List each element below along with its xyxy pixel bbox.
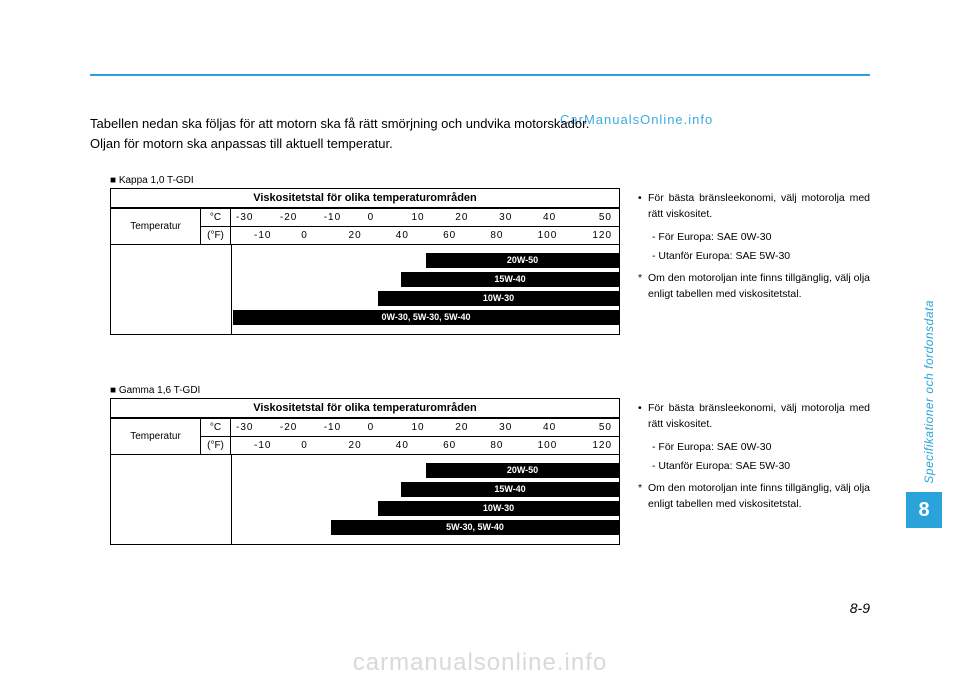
tick-label: 30 (497, 212, 541, 223)
intro-text: Tabellen nedan ska följas för att motorn… (90, 114, 870, 153)
chapter-tab: 8 (906, 492, 942, 528)
tick-label: 20 (347, 230, 394, 241)
oil-viscosity-bar: 10W-30 (378, 501, 619, 516)
viscosity-chart-kappa: ■ Kappa 1,0 T-GDI Viskositetstal för oli… (110, 175, 620, 335)
note-bullet: För bästa bränsleekonomi, välj motorolja… (638, 400, 870, 433)
ticks-c-row: -30-20-1001020304050 (234, 212, 616, 223)
ticks-f-row: -10020406080100120 (234, 440, 616, 451)
tick-label: 50 (585, 212, 616, 223)
note-star: Om den motoroljan inte finns tillgänglig… (638, 480, 870, 513)
tick-label: 20 (453, 422, 497, 433)
section-side-title: Specifikationer och fordonsdata (922, 300, 936, 484)
tick-label: 40 (541, 212, 585, 223)
tick-label: -10 (322, 212, 366, 223)
tick-label: 80 (488, 440, 535, 451)
temperature-scale-table: Temperatur °C -30-20-1001020304050 (°F) … (110, 208, 620, 245)
tick-label: -20 (278, 212, 322, 223)
notes-kappa: För bästa bränsleekonomi, välj motorolja… (638, 190, 870, 303)
oil-viscosity-bar: 15W-40 (401, 272, 619, 287)
tick-label: -10 (322, 422, 366, 433)
oil-viscosity-bar: 10W-30 (378, 291, 619, 306)
tick-label: -30 (234, 212, 278, 223)
tick-label: 30 (497, 422, 541, 433)
note-bullet: För bästa bränsleekonomi, välj motorolja… (638, 190, 870, 223)
tick-label: -30 (234, 422, 278, 433)
tick-label: 100 (536, 230, 583, 241)
tick-label: 60 (441, 230, 488, 241)
tick-label: 40 (394, 230, 441, 241)
unit-fahrenheit: (°F) (201, 227, 231, 245)
notes-gamma: För bästa bränsleekonomi, välj motorolja… (638, 400, 870, 513)
ticks-c-row: -30-20-1001020304050 (234, 422, 616, 433)
oil-bars-area: 20W-50 15W-40 10W-30 5W-30, 5W-40 (110, 455, 620, 545)
intro-line-2: Oljan för motorn ska anpassas till aktue… (90, 134, 870, 154)
fahrenheit-ticks: -10020406080100120 (231, 227, 620, 245)
tick-label: 100 (536, 440, 583, 451)
oil-viscosity-bar: 20W-50 (426, 463, 619, 478)
tick-label: 120 (583, 440, 616, 451)
tick-label: 20 (453, 212, 497, 223)
intro-line-1: Tabellen nedan ska följas för att motorn… (90, 114, 870, 134)
tick-label: 0 (366, 212, 410, 223)
celsius-ticks: -30-20-1001020304050 (231, 419, 620, 437)
tick-label: -10 (252, 230, 299, 241)
oil-viscosity-bar: 15W-40 (401, 482, 619, 497)
tick-label: 0 (299, 230, 346, 241)
tick-label: 0 (366, 422, 410, 433)
tick-label: 50 (585, 422, 616, 433)
note-sub-europe: - För Europa: SAE 0W-30 (638, 439, 870, 455)
table-vertical-separator (231, 245, 232, 334)
temperature-label: Temperatur (111, 419, 201, 455)
watermark-bottom: carmanualsonline.info (0, 649, 960, 677)
fahrenheit-ticks: -10020406080100120 (231, 437, 620, 455)
unit-celsius: °C (201, 419, 231, 437)
note-sub-outside: - Utanför Europa: SAE 5W-30 (638, 458, 870, 474)
oil-viscosity-bar: 5W-30, 5W-40 (331, 520, 619, 535)
tick-label: 80 (488, 230, 535, 241)
table-vertical-separator (231, 455, 232, 544)
note-sub-outside: - Utanför Europa: SAE 5W-30 (638, 248, 870, 264)
ticks-f-row: -10020406080100120 (234, 230, 616, 241)
engine-label-gamma: ■ Gamma 1,6 T-GDI (110, 385, 620, 396)
header-rule (90, 74, 870, 76)
temperature-label: Temperatur (111, 209, 201, 245)
oil-bars-area: 20W-50 15W-40 10W-30 0W-30, 5W-30, 5W-40 (110, 245, 620, 335)
celsius-ticks: -30-20-1001020304050 (231, 209, 620, 227)
viscosity-chart-gamma: ■ Gamma 1,6 T-GDI Viskositetstal för oli… (110, 385, 620, 545)
oil-viscosity-bar: 20W-50 (426, 253, 619, 268)
oil-viscosity-bar: 0W-30, 5W-30, 5W-40 (233, 310, 619, 325)
tick-label: 40 (394, 440, 441, 451)
chart-header: Viskositetstal för olika temperaturområd… (110, 188, 620, 208)
tick-label: 60 (441, 440, 488, 451)
engine-label-kappa: ■ Kappa 1,0 T-GDI (110, 175, 620, 186)
tick-label: -10 (252, 440, 299, 451)
page-number: 8-9 (850, 600, 870, 616)
chart-header: Viskositetstal för olika temperaturområd… (110, 398, 620, 418)
tick-label: 20 (347, 440, 394, 451)
tick-label: -20 (278, 422, 322, 433)
manual-page: CarManualsOnline.info Tabellen nedan ska… (0, 0, 960, 689)
unit-celsius: °C (201, 209, 231, 227)
tick-label: 40 (541, 422, 585, 433)
note-star: Om den motoroljan inte finns tillgänglig… (638, 270, 870, 303)
temperature-scale-table: Temperatur °C -30-20-1001020304050 (°F) … (110, 418, 620, 455)
unit-fahrenheit: (°F) (201, 437, 231, 455)
tick-label: 10 (409, 422, 453, 433)
tick-label: 120 (583, 230, 616, 241)
note-sub-europe: - För Europa: SAE 0W-30 (638, 229, 870, 245)
tick-label: 10 (409, 212, 453, 223)
tick-label: 0 (299, 440, 346, 451)
